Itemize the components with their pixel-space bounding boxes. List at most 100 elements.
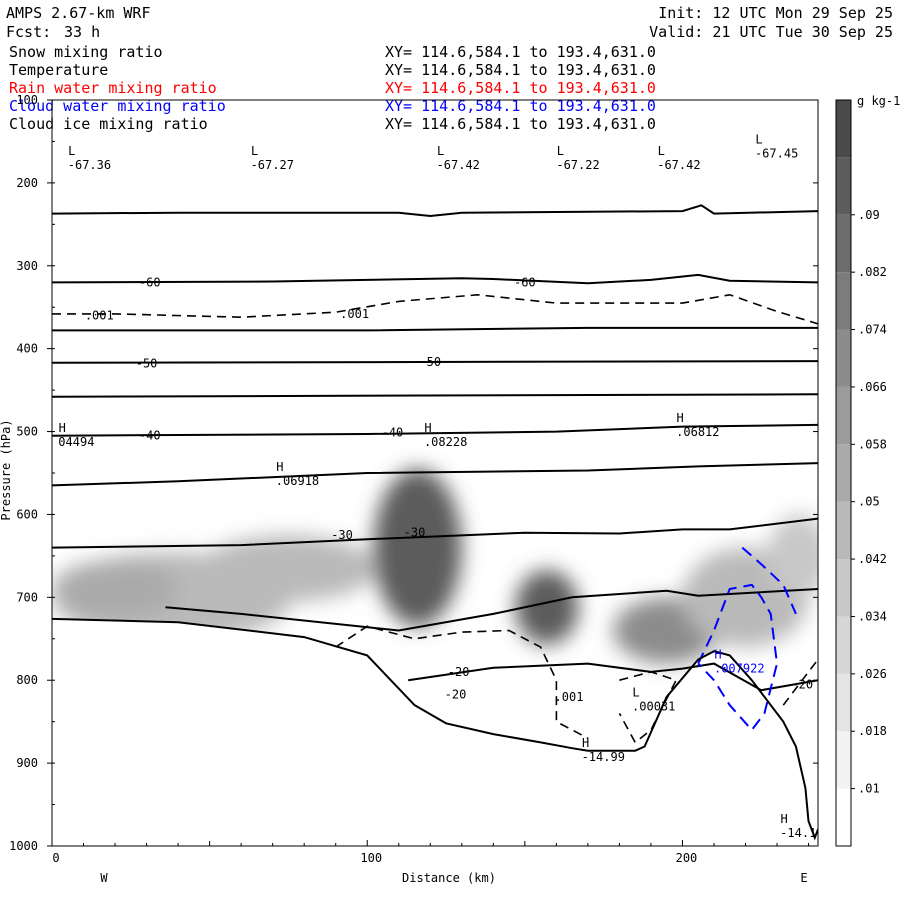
colorbar-label: .01 (858, 782, 880, 796)
snow-dashed-isolines (52, 293, 818, 744)
snow-isoline-label: .001 (340, 307, 369, 321)
temperature-isotherm (52, 423, 818, 437)
extremum-value: .007922 (714, 661, 765, 675)
snow-isoline (52, 293, 818, 325)
extremum-letter: H (781, 812, 788, 826)
extremum-value: .08228 (424, 435, 467, 449)
temperature-label: -30 (331, 528, 353, 542)
field-name: Temperature (9, 61, 108, 79)
terrain-surface (52, 617, 818, 841)
snow-isoline (782, 659, 818, 706)
extremum-value: -67.42 (437, 158, 480, 172)
extremum-letter: H (677, 411, 684, 425)
colorbar-label: .082 (858, 265, 887, 279)
x-axis: 0 100 200 (51, 840, 810, 865)
extremum-value: -14.1 (780, 826, 816, 840)
colorbar-bin (836, 673, 851, 732)
temperature-label: -30 (404, 526, 426, 540)
colorbar-label: .034 (858, 609, 887, 623)
colorbar-bin (836, 214, 851, 273)
colorbar-label: .026 (858, 667, 887, 681)
snow-isoline (335, 625, 589, 739)
extremum-value: -67.22 (556, 158, 599, 172)
y-axis: 100 200 300 400 500 600 700 800 900 1000 (9, 93, 818, 853)
temperature-isotherm (52, 462, 818, 487)
extremum-letter: L (68, 144, 75, 158)
snow-mixing-ratio-blob (52, 560, 179, 619)
x-tick-label: 0 (52, 851, 59, 865)
temperature-label: -20 (445, 687, 467, 701)
colorbar: .01 .018 .026 .034 .042 .05 .058 .066 .074 .082 .0… (835, 99, 887, 847)
temperature-isotherms (52, 204, 818, 692)
extremum-value: .06918 (276, 474, 319, 488)
snow-isoline (618, 671, 678, 744)
extremum-letter: L (251, 144, 258, 158)
temperature-label: -20 (791, 677, 813, 691)
temperature-isotherm (52, 326, 818, 332)
field-name: Cloud ice mixing ratio (9, 115, 208, 133)
colorbar-bin (836, 329, 851, 387)
extremum-value: -67.27 (251, 158, 294, 172)
y-tick-label: 400 (16, 342, 38, 356)
below-ground-area (52, 618, 818, 846)
field-name: Snow mixing ratio (9, 43, 163, 61)
east-label: E (800, 871, 807, 885)
temperature-label: -60 (514, 275, 536, 289)
y-tick-label: 1000 (9, 839, 38, 853)
forecast-value: 33 h (64, 23, 100, 41)
extremum-value: -14.99 (582, 750, 625, 764)
extremum-value: -67.42 (657, 158, 700, 172)
colorbar-bin (836, 788, 851, 846)
colorbar-label: .05 (858, 495, 880, 509)
cloud-water-isolines (697, 546, 797, 732)
field-xy-range: XY= 114.6,584.1 to 193.4,631.0 (385, 97, 656, 115)
y-axis-label: Pressure (hPa) (0, 419, 13, 520)
temperature-isotherm (52, 360, 818, 364)
cloud-water-isoline (697, 583, 779, 732)
y-tick-label: 200 (16, 176, 38, 190)
field-xy-range: XY= 114.6,584.1 to 193.4,631.0 (385, 79, 656, 97)
extremum-value: .00031 (632, 699, 675, 713)
y-tick-label: 500 (16, 425, 38, 439)
temperature-label: -50 (419, 355, 441, 369)
init-time: Init: 12 UTC Mon 29 Sep 25 (658, 4, 893, 22)
extremum-letter: H (582, 736, 589, 750)
colorbar-bin (836, 100, 851, 158)
colorbar-bin (836, 272, 851, 330)
colorbar-bin (836, 501, 851, 560)
y-tick-label: 900 (16, 756, 38, 770)
colorbar-bin (836, 444, 851, 502)
snow-mixing-ratio-blob (373, 468, 462, 627)
snow-isoline-label: .001 (555, 690, 584, 704)
below-ground-mask (52, 618, 818, 846)
extremum-letter: L (755, 133, 762, 147)
x-tick-label: 100 (360, 851, 382, 865)
snow-isoline-label: .001 (85, 309, 114, 323)
cloud-water-isoline (741, 546, 797, 615)
colorbar-label: .058 (858, 437, 887, 451)
extrema-markers: L-67.36L-67.27L-67.42L-67.22L-67.42L-67.… (58, 133, 816, 841)
terrain-line (52, 617, 818, 841)
colorbar-bin (836, 616, 851, 674)
colorbar-bin (836, 559, 851, 617)
valid-time: Valid: 21 UTC Tue 30 Sep 25 (649, 23, 893, 41)
temperature-isotherm (52, 517, 818, 549)
temperature-label: -40 (382, 425, 404, 439)
extremum-value: .06812 (676, 425, 719, 439)
y-tick-label: 800 (16, 673, 38, 687)
extremum-letter: H (276, 460, 283, 474)
colorbar-bin (836, 386, 851, 445)
colorbar-bin (836, 157, 851, 215)
snow-mixing-ratio-blob (200, 535, 377, 602)
x-tick-label: 200 (676, 851, 698, 865)
colorbar-unit: g kg-1 (857, 94, 900, 108)
field-xy-range: XY= 114.6,584.1 to 193.4,631.0 (385, 61, 656, 79)
extremum-letter: L (437, 144, 444, 158)
colorbar-unit-text: g kg-1 (857, 94, 900, 108)
extremum-letter: H (59, 421, 66, 435)
extremum-letter: H (714, 647, 721, 661)
temperature-label: -60 (139, 275, 161, 289)
colorbar-bin (836, 731, 851, 789)
x-axis-label: Distance (km) (402, 871, 496, 885)
